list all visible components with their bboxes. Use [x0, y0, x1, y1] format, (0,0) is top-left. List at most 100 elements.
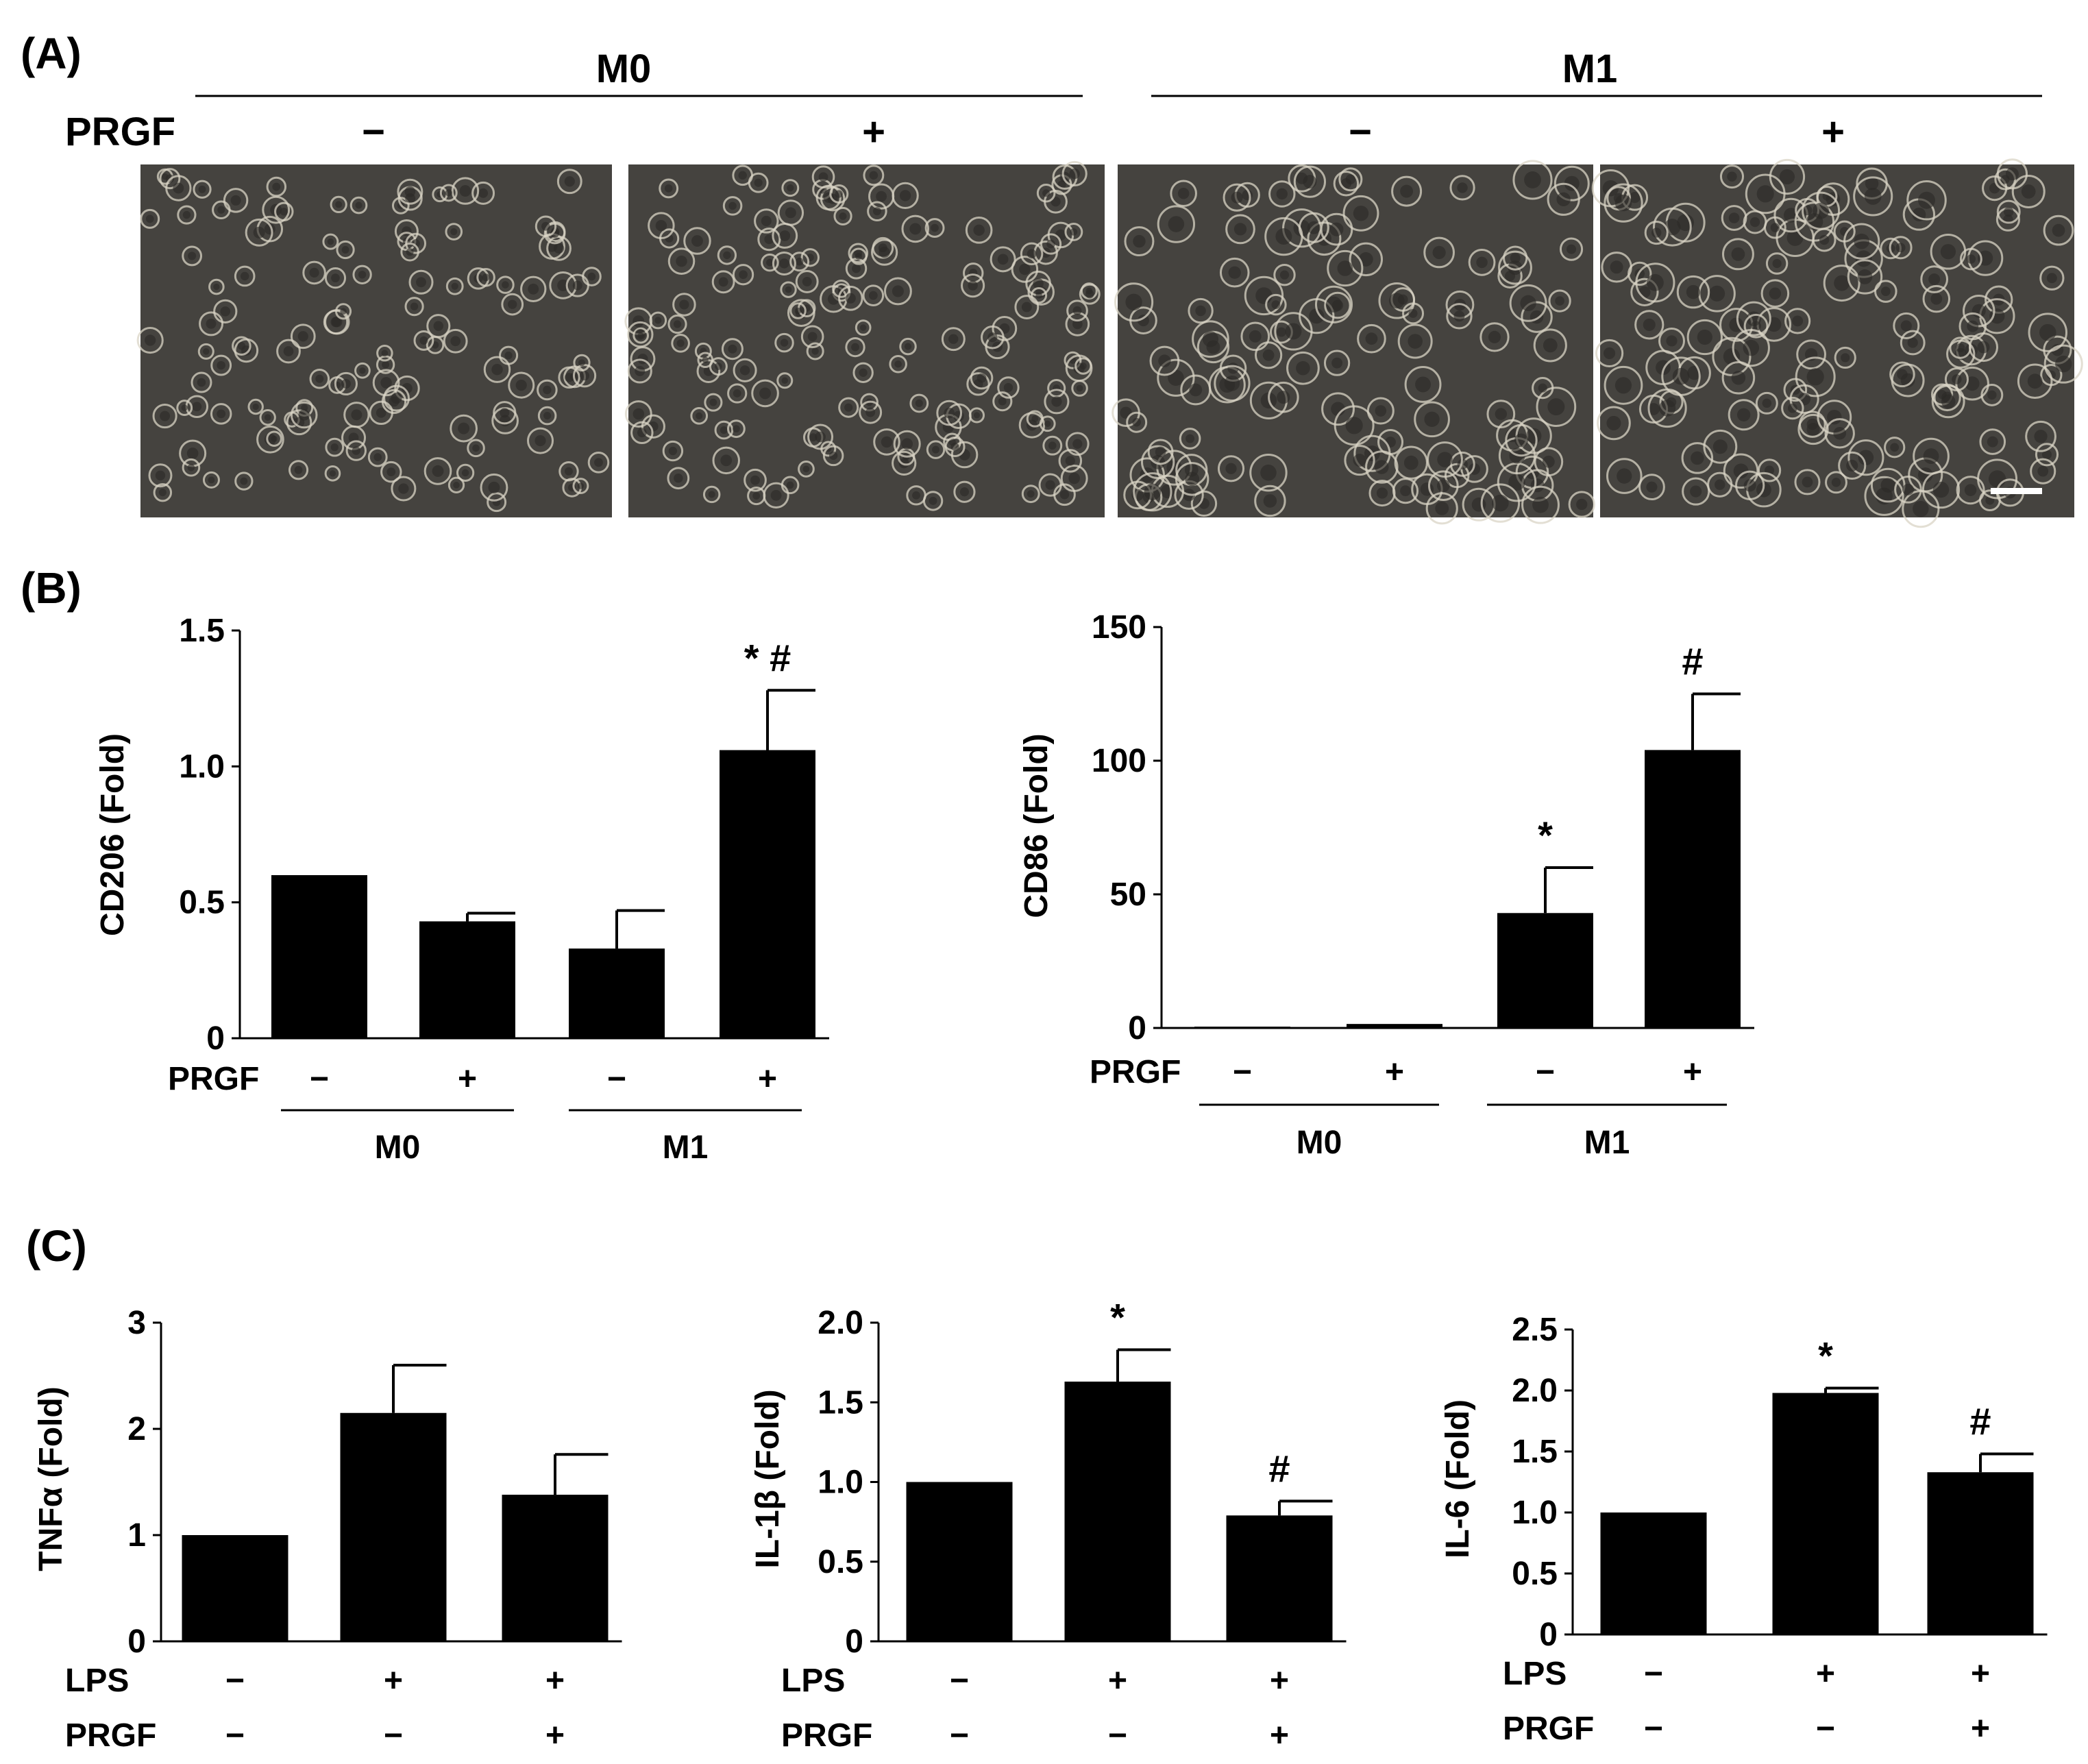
- cell-outline: [772, 251, 796, 275]
- cell-outline: [152, 403, 177, 429]
- cell-nucleus: [208, 476, 215, 484]
- cell-outline: [381, 389, 407, 415]
- cell-nucleus: [1987, 436, 1998, 448]
- cell-outline: [1959, 247, 1982, 271]
- cell-outline: [970, 366, 994, 390]
- y-tick-label: 0: [127, 1624, 146, 1660]
- y-axis-label: TNFα (Fold): [33, 1386, 69, 1571]
- cell-outline: [870, 238, 898, 266]
- treatment-symbol: +: [545, 1663, 565, 1699]
- cell-nucleus: [1651, 228, 1662, 238]
- cell-outline: [1018, 412, 1046, 439]
- cell-nucleus: [839, 212, 847, 220]
- cell-nucleus: [1736, 408, 1751, 421]
- cell-outline: [1333, 171, 1360, 197]
- cell-outline: [153, 482, 173, 502]
- cell-outline: [1769, 158, 1806, 195]
- cell-nucleus: [1530, 310, 1544, 324]
- cell-nucleus: [898, 458, 909, 469]
- cell-nucleus: [1556, 192, 1571, 206]
- cell-nucleus: [197, 378, 206, 387]
- cell-outline: [1190, 490, 1218, 517]
- row-label-prgf-a: PRGF: [65, 110, 175, 154]
- cell-outline: [1795, 356, 1836, 397]
- cell-outline: [800, 325, 824, 349]
- cell-outline: [1366, 397, 1395, 425]
- cell-nucleus: [802, 465, 810, 473]
- treatment-symbol: +: [1270, 1663, 1289, 1699]
- cell-outline: [1789, 384, 1819, 414]
- cell-outline: [1114, 282, 1154, 322]
- cell-nucleus: [188, 252, 197, 260]
- cell-nucleus: [1525, 428, 1542, 444]
- cell-nucleus: [203, 348, 210, 355]
- cell-outline: [683, 227, 711, 255]
- treatment-label-a-3: +: [1821, 110, 1845, 154]
- cell-nucleus: [815, 431, 826, 443]
- cell-outline: [667, 314, 687, 334]
- cell-outline: [1630, 278, 1659, 306]
- cell-nucleus: [1437, 452, 1453, 467]
- cell-nucleus: [294, 465, 303, 474]
- chart-il6: 0 0.5 1.0 1.5 2.0 2.5 IL-6 (Fold) * # LPS − + + PRGF −…: [1440, 1312, 2048, 1747]
- cell-nucleus: [1913, 500, 1929, 517]
- cell-nucleus: [718, 277, 728, 287]
- cell-nucleus: [451, 282, 458, 290]
- cell-outline: [1962, 294, 1995, 328]
- cell-outline: [330, 195, 347, 214]
- cell-nucleus: [1831, 478, 1841, 487]
- cell-nucleus: [781, 377, 788, 384]
- cell-outline: [1734, 470, 1765, 500]
- y-tick-label: 50: [1110, 877, 1146, 913]
- cell-nucleus: [1476, 256, 1488, 269]
- cell-outline: [334, 303, 352, 320]
- y-tick-label: 0: [1128, 1010, 1146, 1046]
- treatment-symbol: +: [384, 1663, 403, 1699]
- cell-outline: [1147, 439, 1174, 465]
- cell-nucleus: [987, 332, 998, 343]
- cell-outline: [1703, 429, 1738, 464]
- cell-nucleus: [309, 267, 319, 278]
- cell-nucleus: [445, 189, 452, 197]
- cell-outline: [772, 223, 798, 249]
- cell-outline: [467, 439, 485, 458]
- cell-outline: [1188, 297, 1214, 324]
- y-tick-label: 0.5: [179, 885, 225, 921]
- cell-nucleus: [1277, 391, 1290, 404]
- cell-outline: [732, 264, 754, 286]
- cell-outline: [480, 473, 508, 502]
- cell-outline: [1449, 175, 1475, 201]
- cell-nucleus: [909, 223, 922, 235]
- cell-outline: [789, 252, 810, 272]
- cell-nucleus: [1691, 451, 1704, 465]
- cell-nucleus: [1331, 357, 1343, 369]
- cell-nucleus: [1424, 411, 1440, 428]
- cell-outline: [624, 400, 652, 428]
- cell-nucleus: [860, 324, 867, 331]
- cell-nucleus: [578, 359, 586, 367]
- cell-outline: [1874, 280, 1897, 303]
- cell-outline: [1721, 205, 1747, 231]
- cell-outline: [1996, 199, 2021, 224]
- cell-nucleus: [1059, 490, 1070, 500]
- cell-outline: [1414, 401, 1450, 438]
- cell-nucleus: [1952, 374, 1962, 384]
- cell-nucleus: [851, 343, 859, 352]
- cell-nucleus: [876, 191, 887, 202]
- cell-nucleus: [973, 224, 985, 236]
- cell-outline: [662, 440, 684, 462]
- cell-nucleus: [504, 351, 513, 360]
- bar: [1194, 1027, 1290, 1029]
- cell-nucleus: [1160, 484, 1175, 499]
- cell-outline: [832, 280, 850, 298]
- cell-outline: [1847, 439, 1884, 476]
- cell-nucleus: [739, 365, 750, 376]
- cell-nucleus: [1177, 188, 1190, 199]
- cell-nucleus: [766, 258, 774, 267]
- cell-outline: [1834, 346, 1856, 369]
- cell-outline: [1223, 183, 1251, 212]
- cell-nucleus: [1779, 169, 1795, 185]
- y-tick-label: 2.0: [1512, 1373, 1558, 1409]
- cell-nucleus: [472, 444, 480, 452]
- cell-outline: [1644, 220, 1669, 245]
